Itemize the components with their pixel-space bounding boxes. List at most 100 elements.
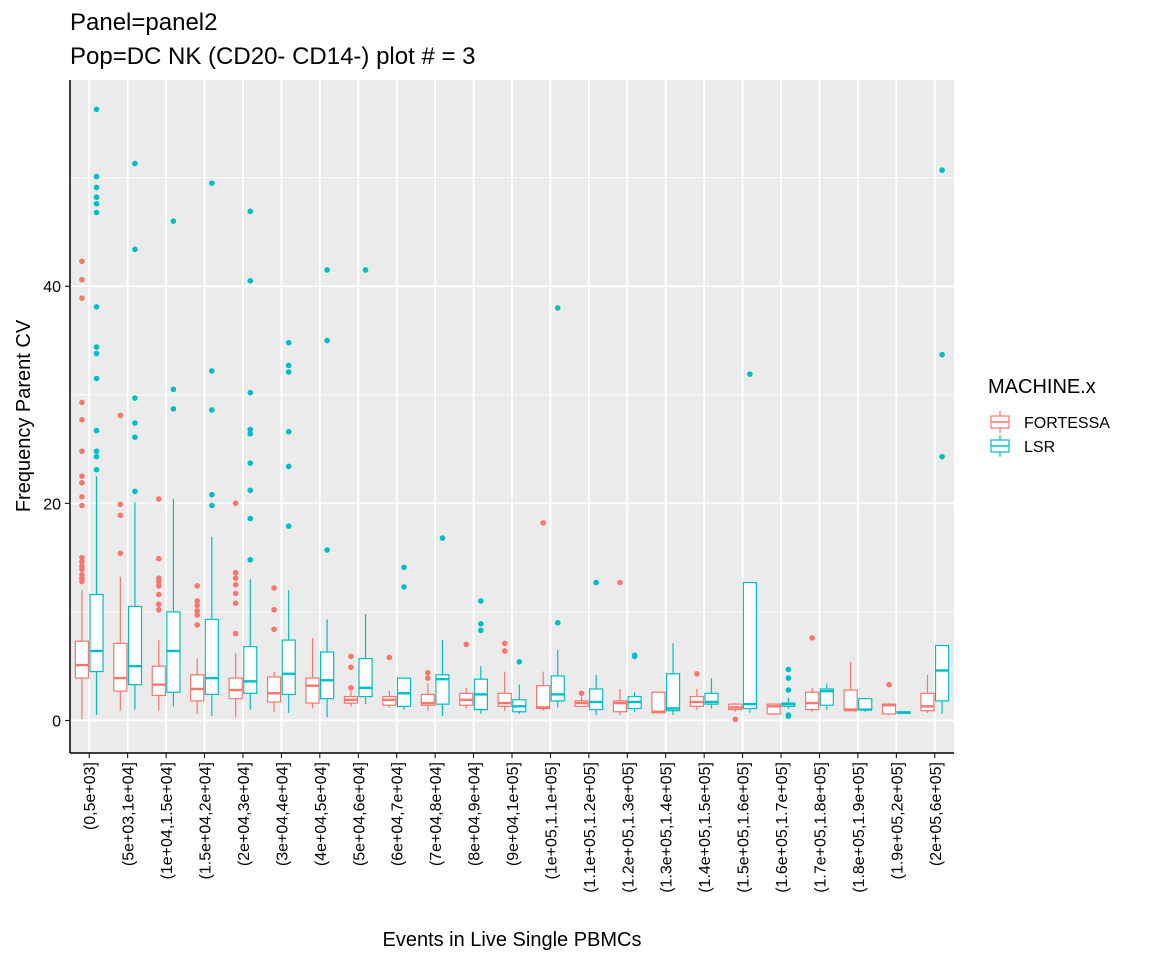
x-axis-ticks: (0,5e+03] (5e+03,1e+04] (1e+04,1.5e+04] (1.… bbox=[82, 753, 945, 893]
outlier-point bbox=[631, 652, 638, 659]
outlier-point bbox=[117, 512, 124, 519]
x-tick-label: (5e+04,6e+04] bbox=[351, 762, 368, 866]
outlier-point bbox=[194, 622, 201, 628]
outlier-point bbox=[271, 606, 277, 613]
x-tick-label: (3e+04,4e+04] bbox=[274, 762, 291, 866]
iqr-box bbox=[151, 665, 166, 697]
box-fortessa bbox=[305, 637, 320, 709]
outlier-point bbox=[155, 583, 162, 589]
x-tick-label: (8e+04,9e+04] bbox=[467, 762, 484, 866]
outlier-point bbox=[348, 653, 354, 660]
box-fortessa bbox=[612, 579, 628, 716]
x-tick-label: (2e+04,3e+04] bbox=[236, 762, 253, 866]
legend-label: FORTESSA bbox=[1024, 415, 1110, 432]
outlier-point bbox=[425, 675, 431, 681]
outlier-point bbox=[79, 276, 85, 283]
iqr-box bbox=[127, 605, 143, 686]
outlier-point bbox=[170, 218, 177, 224]
outlier-point bbox=[324, 547, 330, 553]
outlier-point bbox=[247, 487, 254, 494]
x-tick-label: (6e+04,7e+04] bbox=[390, 762, 407, 866]
box-lsr bbox=[858, 697, 873, 712]
x-tick-label: (9e+04,1e+05] bbox=[505, 762, 522, 866]
outlier-point bbox=[386, 654, 393, 661]
outlier-point bbox=[93, 209, 100, 216]
outlier-point bbox=[939, 351, 945, 358]
outlier-point bbox=[132, 420, 138, 426]
outlier-point bbox=[554, 619, 561, 626]
outlier-point bbox=[785, 675, 792, 681]
outlier-point bbox=[232, 570, 239, 576]
gridlines bbox=[70, 80, 954, 753]
outlier-point bbox=[93, 194, 100, 201]
box-fortessa bbox=[920, 674, 935, 713]
x-tick-label: (0,5e+03] bbox=[82, 762, 99, 830]
iqr-box bbox=[266, 676, 282, 703]
outlier-point bbox=[747, 371, 753, 377]
outlier-point bbox=[478, 598, 484, 604]
iqr-box bbox=[74, 640, 90, 679]
outlier-point bbox=[348, 664, 354, 671]
box-fortessa bbox=[113, 412, 128, 711]
x-tick-label: (4e+04,5e+04] bbox=[313, 762, 330, 866]
outlier-point bbox=[79, 554, 85, 561]
outlier-point bbox=[401, 584, 407, 590]
iqr-box bbox=[319, 651, 335, 700]
chart-subtitle: Pop=DC NK (CD20- CD14-) plot # = 3 bbox=[70, 43, 476, 70]
outlier-point bbox=[93, 106, 100, 113]
legend-key-fortessa: FORTESSA bbox=[988, 410, 1110, 434]
outlier-point bbox=[155, 496, 162, 502]
box-fortessa bbox=[343, 653, 359, 707]
box-fortessa bbox=[535, 520, 551, 711]
box-lsr bbox=[319, 267, 335, 718]
box-fortessa bbox=[190, 583, 205, 714]
outlier-point bbox=[170, 406, 177, 412]
x-tick-label: (1.5e+04,2e+04] bbox=[198, 762, 215, 879]
outlier-point bbox=[247, 431, 254, 437]
x-tick-label: (1.5e+05,1.6e+05] bbox=[736, 762, 753, 893]
outlier-point bbox=[132, 434, 138, 440]
iqr-box bbox=[934, 644, 950, 702]
iqr-box bbox=[665, 673, 681, 712]
box-fortessa bbox=[420, 669, 435, 711]
outlier-point bbox=[501, 640, 508, 647]
outlier-point bbox=[809, 635, 815, 641]
chart-title: Panel=panel2 bbox=[70, 9, 217, 36]
outlier-point bbox=[939, 453, 945, 460]
outlier-point bbox=[79, 559, 85, 565]
outlier-point bbox=[79, 448, 85, 455]
outlier-point bbox=[271, 626, 277, 633]
outlier-point bbox=[247, 208, 254, 215]
box-fortessa bbox=[497, 640, 512, 711]
outlier-point bbox=[785, 687, 792, 693]
outlier-point bbox=[785, 712, 792, 718]
outlier-point bbox=[247, 515, 254, 522]
outlier-point bbox=[271, 585, 277, 591]
outlier-point bbox=[79, 563, 85, 570]
outlier-point bbox=[209, 407, 215, 413]
outlier-point bbox=[194, 602, 201, 609]
outlier-point bbox=[79, 494, 85, 500]
box-lsr bbox=[934, 167, 950, 714]
box-lsr bbox=[742, 371, 758, 713]
box-fortessa bbox=[74, 258, 90, 720]
outlier-point bbox=[79, 479, 85, 486]
outlier-point bbox=[578, 690, 585, 697]
boxplot-layer bbox=[74, 106, 950, 723]
box-lsr bbox=[204, 180, 219, 717]
box-fortessa bbox=[805, 635, 820, 712]
box-lsr bbox=[665, 643, 681, 716]
outlier-point bbox=[170, 386, 177, 393]
outlier-point bbox=[232, 630, 239, 637]
outlier-point bbox=[362, 267, 369, 273]
outlier-point bbox=[79, 416, 85, 423]
box-fortessa bbox=[766, 703, 781, 716]
iqr-box bbox=[612, 700, 628, 713]
box-lsr bbox=[550, 305, 565, 708]
box-fortessa bbox=[843, 661, 858, 712]
legend: MACHINE.x FORTESSA LSR bbox=[988, 376, 1110, 458]
outlier-point bbox=[285, 339, 292, 346]
box-fortessa bbox=[151, 496, 166, 711]
legend-keys: FORTESSA LSR bbox=[988, 410, 1110, 458]
iqr-box bbox=[805, 691, 820, 711]
